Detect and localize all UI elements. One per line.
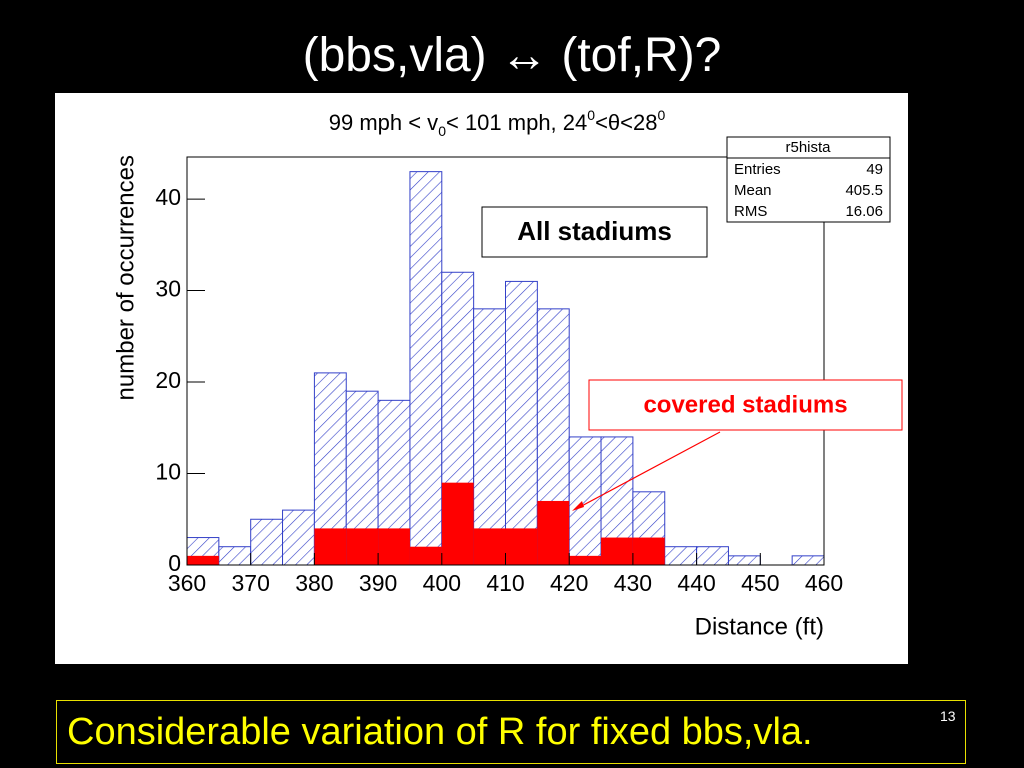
title-part: 0	[657, 107, 665, 123]
page-number: 13	[940, 708, 956, 724]
x-axis-label: Distance (ft)	[695, 613, 824, 640]
title-part: 99 mph < v	[329, 110, 438, 135]
bar	[218, 546, 252, 566]
stats-label: Mean	[734, 182, 772, 199]
title-part: <θ<28	[595, 110, 657, 135]
x-tick-label: 450	[741, 570, 779, 596]
bar	[250, 518, 284, 566]
stats-label: RMS	[734, 203, 767, 220]
bar	[791, 555, 825, 566]
bar	[378, 528, 410, 565]
y-axis-label: number of occurrences	[112, 155, 139, 400]
chart-title: 99 mph < v0< 101 mph, 240<θ<280	[329, 107, 666, 139]
stats-title: r5hista	[785, 139, 831, 156]
x-tick-label: 400	[423, 570, 461, 596]
bar	[441, 482, 474, 565]
bar	[409, 546, 442, 565]
x-tick-label: 380	[295, 570, 333, 596]
footer: Considerable variation of R for fixed bb…	[56, 700, 966, 764]
x-tick-label: 370	[232, 570, 270, 596]
bar	[505, 280, 538, 566]
bar	[569, 555, 602, 565]
legend-label: covered stadiums	[643, 391, 847, 418]
y-tick-label: 10	[155, 459, 181, 485]
x-tick-label: 390	[359, 570, 397, 596]
stats-value: 49	[866, 161, 883, 178]
bar	[568, 436, 602, 566]
bar	[632, 537, 665, 565]
title-part: < 101 mph, 24	[446, 110, 587, 135]
bar	[187, 555, 219, 565]
y-tick-label: 40	[155, 184, 181, 210]
bar	[601, 537, 633, 565]
x-tick-label: 460	[805, 570, 843, 596]
slide-title: (bbs,vla) ↔ (tof,R)?	[302, 29, 722, 82]
x-tick-label: 420	[550, 570, 588, 596]
annotation-arrow	[575, 431, 721, 510]
y-tick-label: 20	[155, 367, 181, 393]
bar	[664, 546, 698, 566]
x-tick-label: 440	[677, 570, 715, 596]
bar	[346, 528, 379, 565]
bar	[727, 555, 761, 566]
bar	[537, 500, 570, 565]
y-tick-label: 0	[168, 550, 181, 576]
arrow-head	[572, 501, 584, 511]
x-tick-label: 360	[168, 570, 206, 596]
x-tick-label: 430	[614, 570, 652, 596]
bar	[473, 528, 506, 565]
x-tick-label: 410	[486, 570, 524, 596]
legend-label: All stadiums	[517, 216, 672, 246]
title-part: 0	[587, 107, 595, 123]
bar	[473, 308, 506, 566]
legend-box	[481, 206, 708, 258]
bar	[409, 171, 443, 566]
title-part: 0	[438, 123, 446, 139]
y-tick-label: 30	[155, 276, 181, 302]
bar	[696, 546, 729, 566]
bar	[314, 528, 347, 565]
stats-box	[726, 136, 891, 223]
legend-box	[588, 379, 903, 431]
bar	[505, 528, 538, 565]
bar	[282, 509, 315, 566]
stats-value: 405.5	[845, 182, 883, 199]
stats-label: Entries	[734, 161, 781, 178]
stats-value: 16.06	[845, 203, 883, 220]
chart: 99 mph < v0< 101 mph, 240<θ<280 01020304…	[55, 93, 908, 664]
